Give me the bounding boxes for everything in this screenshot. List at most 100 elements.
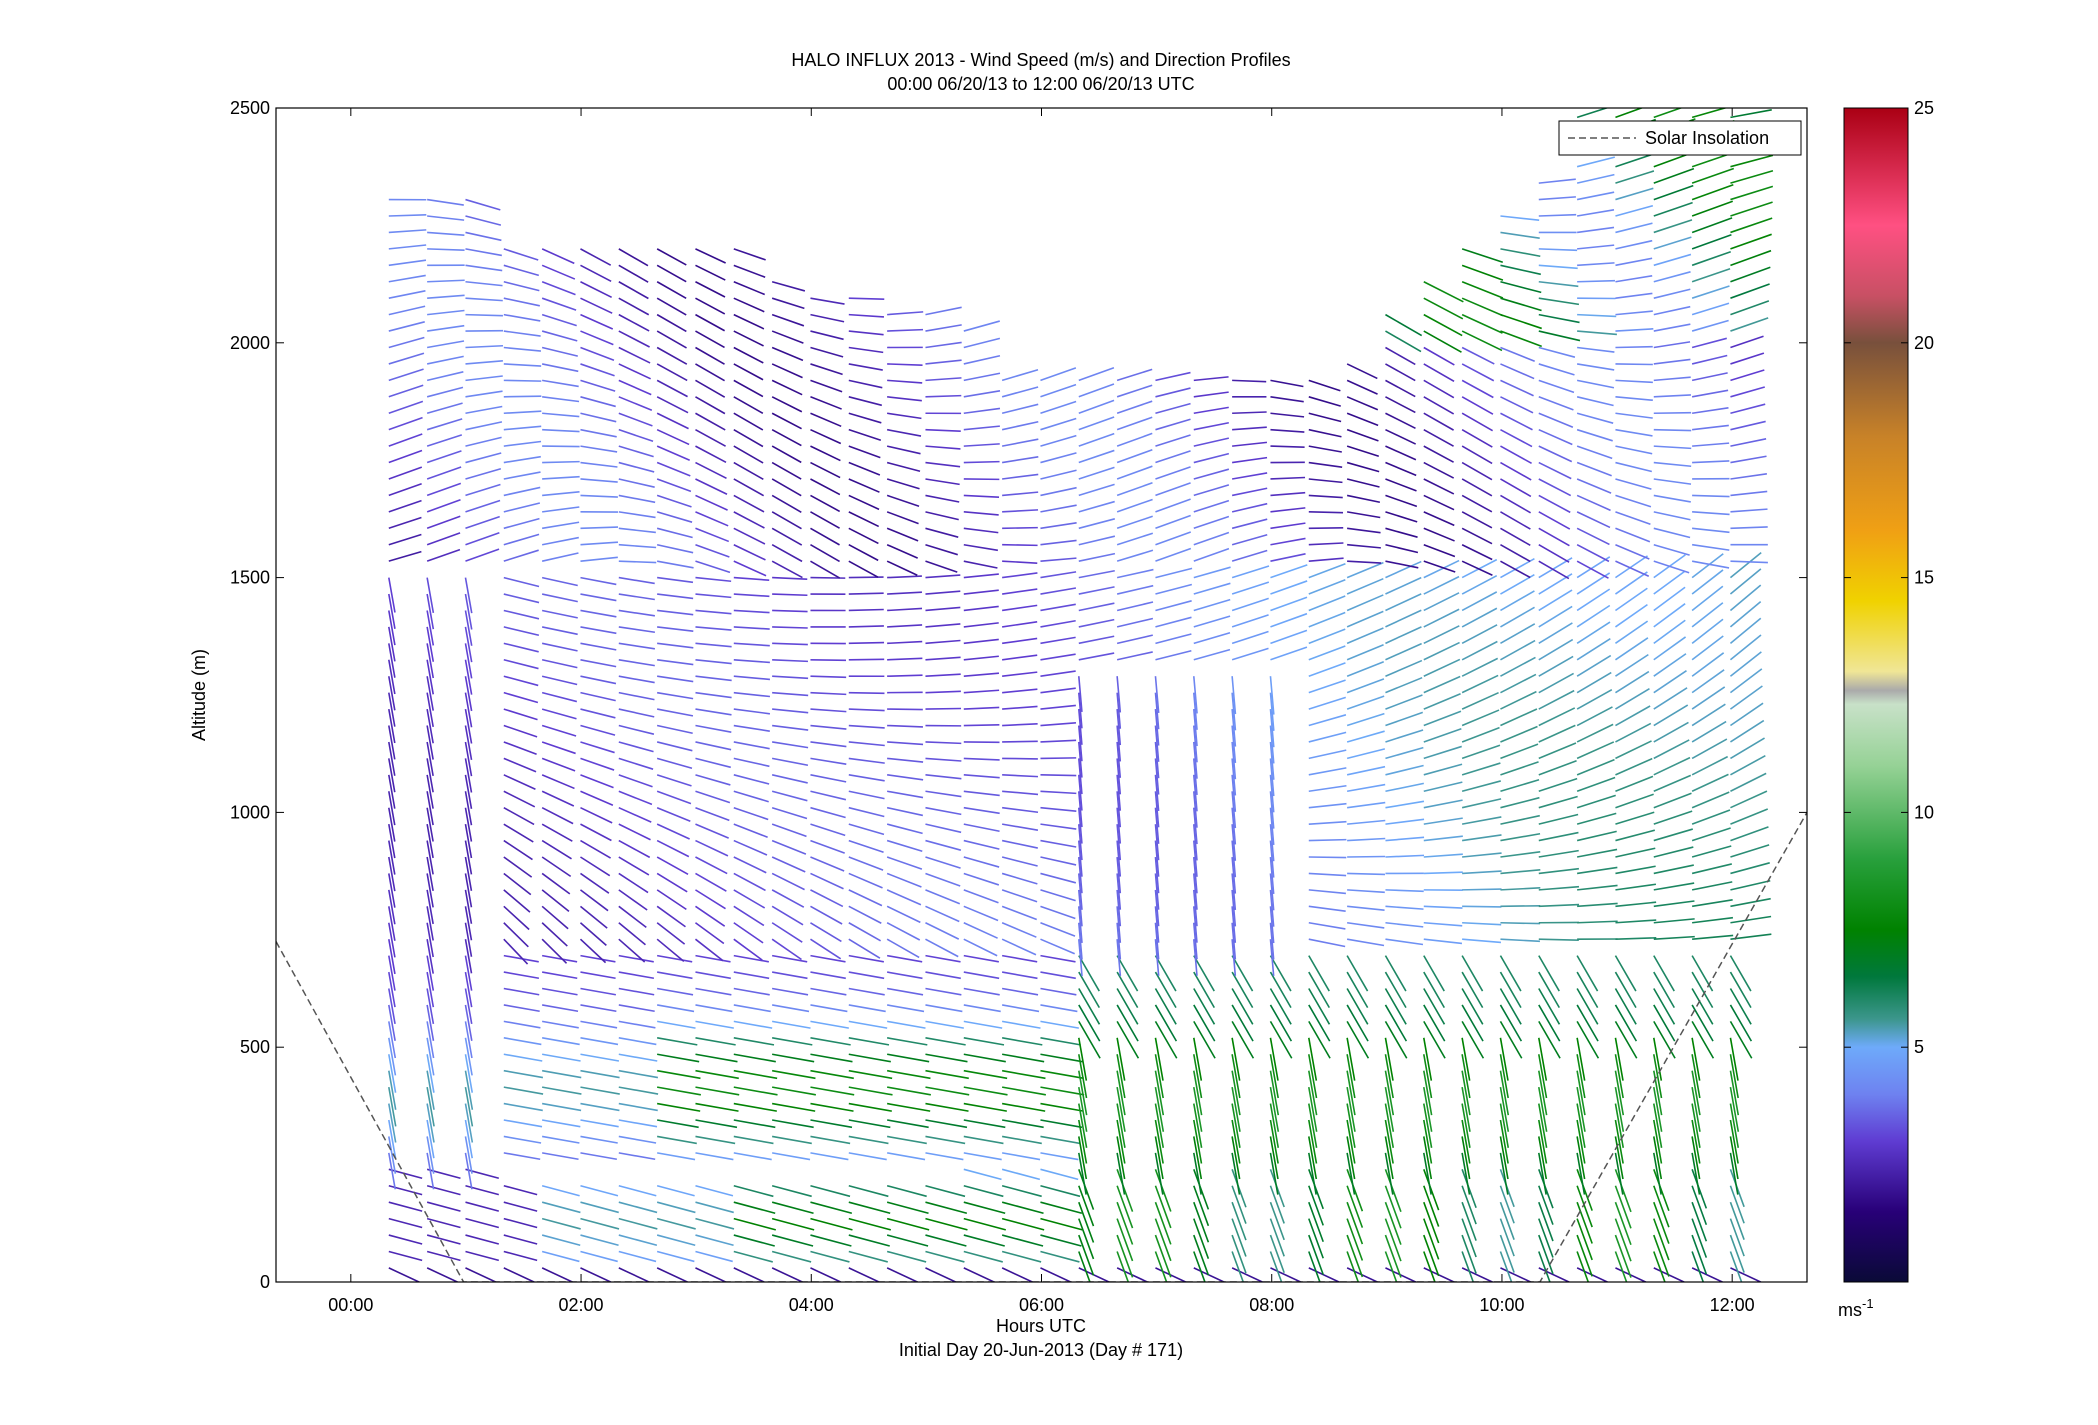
wind-vector <box>1040 721 1077 727</box>
wind-vector <box>1461 396 1494 415</box>
wind-vector <box>1154 1070 1165 1116</box>
wind-vector <box>503 1020 541 1029</box>
wind-vector <box>925 1004 963 1013</box>
wind-vector <box>1155 450 1191 464</box>
wind-vector <box>848 839 884 853</box>
wind-vector <box>1730 438 1767 447</box>
wind-vector <box>1615 379 1653 384</box>
wind-vector <box>464 906 473 941</box>
wind-vector <box>1385 921 1424 928</box>
wind-vector <box>1077 873 1083 910</box>
wind-vector <box>1077 939 1083 977</box>
wind-vector <box>542 412 580 418</box>
wind-vector <box>1730 185 1774 201</box>
wind-vector <box>1500 412 1533 431</box>
wind-vector <box>1538 280 1579 288</box>
wind-vector <box>388 433 423 447</box>
wind-vector <box>1692 916 1734 924</box>
wind-vector <box>1040 739 1077 743</box>
wind-vector <box>1040 504 1077 513</box>
wind-vector <box>1116 1037 1126 1081</box>
wind-vector <box>1347 819 1386 825</box>
wind-vector <box>963 337 1001 349</box>
wind-vector <box>1002 572 1038 579</box>
wind-vector <box>1001 1037 1043 1046</box>
wind-vector <box>1461 971 1484 1009</box>
wind-vector <box>963 938 998 957</box>
wind-vector <box>848 922 882 942</box>
wind-vector <box>848 1234 890 1247</box>
wind-vector <box>1040 1168 1079 1181</box>
wind-vector <box>810 330 844 341</box>
wind-vector <box>503 708 538 721</box>
wind-vector <box>1576 511 1611 529</box>
wind-vector <box>1461 544 1493 561</box>
wind-vector <box>1308 872 1347 877</box>
wind-vector <box>541 1234 581 1247</box>
wind-vector <box>1691 319 1729 332</box>
wind-vector <box>1615 412 1653 419</box>
wind-vector <box>618 576 655 585</box>
wind-vector <box>541 346 578 357</box>
wind-vector <box>1691 988 1714 1025</box>
wind-vector <box>465 313 503 317</box>
wind-vector <box>541 642 578 652</box>
wind-vector <box>963 1217 1007 1231</box>
wind-vector <box>1691 899 1733 908</box>
wind-vector <box>1576 560 1609 579</box>
wind-vector <box>963 1267 995 1282</box>
wind-vector <box>1347 905 1385 911</box>
wind-vector <box>1040 954 1076 963</box>
wind-vector <box>1116 601 1154 612</box>
wind-vector <box>618 461 655 473</box>
wind-vector <box>733 823 768 839</box>
wind-vector <box>388 516 422 530</box>
wind-vector <box>1270 553 1306 562</box>
wind-vector <box>1155 466 1191 480</box>
wind-vector <box>580 856 611 877</box>
wind-vector <box>1154 1218 1172 1262</box>
wind-vector <box>1500 330 1542 348</box>
wind-vector <box>810 396 842 410</box>
wind-vector <box>1652 1136 1663 1180</box>
wind-vector <box>1040 1250 1080 1263</box>
wind-vector <box>925 511 959 521</box>
wind-vector <box>1385 642 1422 661</box>
wind-vector <box>1116 873 1122 910</box>
wind-vector <box>886 527 919 542</box>
wind-vector <box>1729 1070 1740 1116</box>
wind-vector <box>1500 494 1531 514</box>
wind-vector <box>1116 824 1122 861</box>
wind-vector <box>733 1217 777 1231</box>
wind-vector <box>656 1234 696 1247</box>
wind-vector <box>541 281 576 296</box>
wind-vector <box>1308 595 1346 612</box>
wind-vector <box>1576 638 1611 661</box>
wind-vector <box>1154 1020 1178 1059</box>
wind-vector <box>1462 905 1502 908</box>
wind-vector <box>503 280 540 292</box>
wind-vector <box>1040 757 1077 760</box>
wind-vector <box>1499 1251 1513 1282</box>
wind-vector <box>1538 297 1580 306</box>
wind-vector <box>618 445 654 458</box>
wind-vector <box>1538 330 1581 342</box>
wind-vector <box>656 281 687 300</box>
colorbar-unit-base: ms <box>1838 1300 1862 1320</box>
wind-vector <box>1615 310 1653 316</box>
wind-vector <box>1653 603 1686 628</box>
wind-vector <box>1040 587 1077 595</box>
wind-vector <box>1269 807 1275 845</box>
wind-vector <box>541 889 570 912</box>
wind-vector <box>1193 1152 1202 1195</box>
wind-vector <box>963 527 999 534</box>
wind-vector <box>810 346 844 358</box>
wind-vector <box>1384 1152 1394 1195</box>
wind-vector <box>656 478 692 493</box>
wind-vector <box>1615 511 1651 526</box>
wind-vector <box>1154 725 1160 762</box>
wind-vector <box>1308 1020 1331 1059</box>
wind-vector <box>1729 617 1762 644</box>
wind-vector <box>426 1136 435 1174</box>
